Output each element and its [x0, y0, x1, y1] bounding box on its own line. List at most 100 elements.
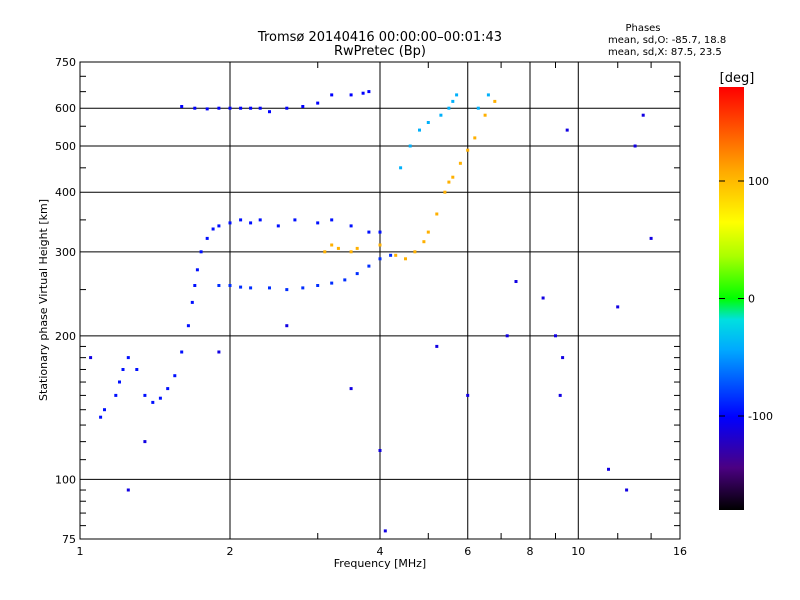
data-point: [378, 449, 382, 452]
data-point: [607, 467, 610, 471]
data-point: [249, 221, 253, 225]
data-point: [466, 393, 470, 397]
data-point: [239, 106, 243, 110]
data-point: [435, 212, 439, 216]
data-point: [426, 121, 430, 124]
data-point: [217, 224, 221, 228]
data-point: [367, 230, 371, 234]
data-point: [217, 106, 221, 110]
data-point: [625, 488, 629, 492]
data-point: [349, 387, 353, 391]
data-point: [118, 380, 121, 384]
data-point: [258, 218, 262, 222]
data-point: [426, 230, 430, 234]
data-point: [228, 106, 232, 110]
x-tick-label: 10: [571, 545, 585, 558]
data-point: [293, 218, 297, 222]
phase-stats-o: mean, sd,O: -85.7, 18.8: [608, 35, 726, 46]
data-point: [505, 334, 509, 338]
colorbar-ticks: 100 0 -100: [719, 175, 773, 423]
y-tick-label: 400: [55, 186, 76, 199]
data-point: [330, 281, 334, 285]
data-point: [473, 136, 477, 140]
data-point: [367, 90, 371, 94]
data-point: [439, 113, 443, 117]
data-point: [422, 240, 426, 244]
data-point: [249, 286, 253, 290]
data-point: [285, 106, 289, 110]
data-point: [418, 128, 421, 132]
data-point: [228, 221, 232, 225]
data-point: [316, 101, 320, 105]
data-point: [355, 246, 359, 250]
data-point: [268, 286, 271, 290]
data-point: [217, 350, 221, 354]
data-point: [211, 227, 215, 231]
data-point: [285, 324, 289, 328]
data-point: [514, 280, 518, 283]
colorbar-tick-label: -100: [748, 410, 773, 423]
data-point: [367, 264, 371, 268]
data-point: [285, 288, 289, 292]
data-point: [378, 257, 382, 261]
data-point: [483, 113, 487, 117]
data-point: [199, 250, 203, 254]
data-point: [455, 93, 459, 97]
data-point: [103, 408, 106, 412]
data-point: [143, 393, 147, 397]
data-point: [349, 93, 353, 97]
data-point: [228, 284, 232, 287]
data-point: [190, 300, 194, 304]
data-point: [316, 284, 320, 287]
y-tick-label: 100: [55, 473, 76, 486]
x-tick-label: 16: [673, 545, 687, 558]
data-point: [451, 175, 455, 179]
data-point: [378, 230, 382, 234]
data-point: [404, 257, 407, 261]
data-point: [186, 324, 190, 328]
data-point: [443, 190, 447, 194]
data-point: [193, 106, 197, 110]
data-point: [616, 305, 620, 309]
data-point: [180, 105, 184, 108]
chart-title: Tromsø 20140416 00:00:00–00:01:43: [257, 30, 502, 45]
x-tick-label: 6: [464, 545, 471, 558]
colorbar-tick-label: 100: [748, 175, 769, 188]
data-point: [330, 218, 334, 222]
data-point: [249, 106, 253, 110]
data-point: [195, 268, 199, 272]
x-axis-ticks: 1 2 4 6 8 10 16: [77, 62, 687, 558]
data-point: [447, 180, 451, 184]
data-point: [330, 243, 334, 247]
data-point: [466, 148, 470, 152]
data-point: [349, 250, 353, 254]
data-point: [121, 368, 125, 371]
data-point: [408, 144, 412, 148]
y-tick-label: 200: [55, 330, 76, 343]
data-point: [276, 224, 280, 228]
data-point: [633, 144, 637, 148]
data-point: [558, 393, 562, 397]
data-point: [143, 440, 147, 444]
data-point: [268, 110, 271, 114]
x-tick-label: 2: [227, 545, 234, 558]
data-point: [330, 93, 334, 97]
colorbar-tick-label: 0: [748, 293, 755, 306]
data-point: [135, 368, 139, 371]
chart-subtitle: RwPretec (Bp): [334, 44, 426, 59]
data-point: [316, 221, 320, 225]
data-point: [641, 113, 645, 117]
grid-lines: [80, 62, 680, 539]
data-point: [435, 344, 439, 348]
data-point: [173, 374, 177, 378]
data-point: [180, 350, 184, 354]
data-point: [554, 334, 557, 338]
data-point: [565, 128, 569, 132]
data-points: [89, 90, 653, 533]
x-tick-label: 1: [77, 545, 84, 558]
data-point: [151, 400, 155, 404]
data-point: [258, 106, 262, 110]
data-point: [301, 105, 305, 108]
data-point: [349, 224, 353, 228]
